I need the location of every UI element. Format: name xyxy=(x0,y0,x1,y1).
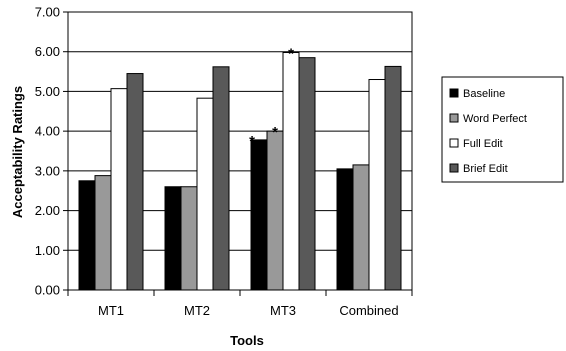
legend-label: Baseline xyxy=(463,88,505,100)
significance-marker: * xyxy=(249,133,255,150)
bar-baseline-mt3 xyxy=(250,139,268,291)
y-tick-label: 7.00 xyxy=(35,5,60,20)
bar-full-edit-mt3 xyxy=(282,52,300,291)
legend-swatch xyxy=(449,163,459,173)
y-tick-label: 3.00 xyxy=(35,163,60,178)
axes xyxy=(67,11,413,296)
bar-brief-edit-mt2 xyxy=(212,66,230,291)
legend: Baseline Word Perfect Full Edit Brief Edit xyxy=(441,76,564,183)
bar-full-edit-mt1 xyxy=(110,88,128,291)
legend-frame xyxy=(441,76,564,183)
x-tick-label: Combined xyxy=(339,303,398,318)
annotations: * * * xyxy=(249,46,294,150)
y-tick-label: 4.00 xyxy=(35,124,60,139)
legend-swatch xyxy=(449,138,459,148)
bar-full-edit-combined xyxy=(368,79,386,291)
bar-baseline-combined xyxy=(336,168,354,291)
y-tick-label: 5.00 xyxy=(35,84,60,99)
bar-full-edit-mt2 xyxy=(196,97,214,291)
bar-baseline-mt2 xyxy=(164,186,182,291)
bar-word-perfect-mt1 xyxy=(94,175,112,291)
y-tick-label: 2.00 xyxy=(35,203,60,218)
bar-word-perfect-combined xyxy=(352,164,370,291)
bar-baseline-mt1 xyxy=(78,180,96,291)
y-axis-title: Acceptability Ratings xyxy=(10,86,25,218)
x-tick-label: MT2 xyxy=(184,303,210,318)
y-tick-label: 0.00 xyxy=(35,283,60,298)
legend-label: Brief Edit xyxy=(463,163,508,175)
bar-word-perfect-mt2 xyxy=(180,186,198,291)
legend-swatch xyxy=(449,88,459,98)
x-tick-label: MT1 xyxy=(98,303,124,318)
x-tick-labels: MT1 MT2 MT3 Combined xyxy=(98,303,399,318)
y-tick-label: 1.00 xyxy=(35,243,60,258)
bar-brief-edit-mt1 xyxy=(126,73,144,291)
x-tick-label: MT3 xyxy=(270,303,296,318)
significance-marker: * xyxy=(272,124,278,141)
legend-swatch xyxy=(449,113,459,123)
bar-brief-edit-combined xyxy=(384,65,402,291)
y-tick-labels: 0.00 1.00 2.00 3.00 4.00 5.00 6.00 7.00 xyxy=(35,5,60,298)
legend-label: Full Edit xyxy=(463,138,503,150)
significance-marker: * xyxy=(288,46,294,63)
bar-word-perfect-mt3 xyxy=(266,130,284,291)
legend-label: Word Perfect xyxy=(463,113,527,125)
bar-brief-edit-mt3 xyxy=(298,57,316,291)
bars xyxy=(78,52,402,291)
y-tick-label: 6.00 xyxy=(35,44,60,59)
x-axis-title: Tools xyxy=(230,333,264,348)
